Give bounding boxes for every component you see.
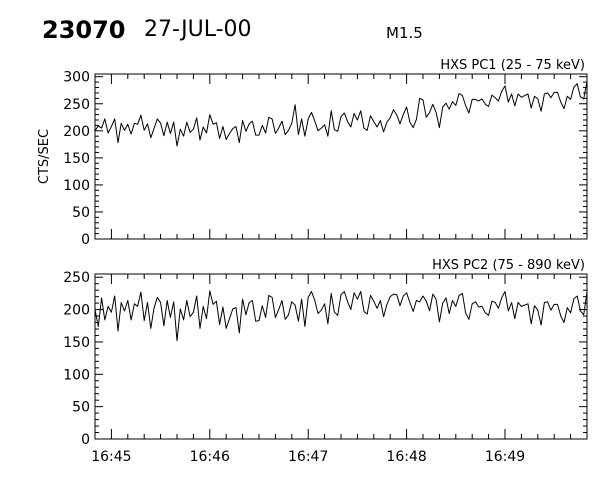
panel2-title: HXS PC2 (75 - 890 keV): [432, 258, 585, 273]
panel1-ytick-label: 200: [63, 124, 90, 140]
panel2-xtick-label: 16:47: [288, 449, 328, 465]
panel1-ytick-label: 50: [72, 205, 90, 221]
panel2-ytick-label: 200: [63, 303, 90, 319]
panel1-ytick-label: 0: [81, 232, 90, 248]
panel1-ytick-label: 250: [63, 97, 90, 113]
panel1-series-line: [94, 81, 588, 147]
panel1-ylabel: CTS/SEC: [37, 129, 52, 184]
panel1-ytick-label: 150: [63, 151, 90, 167]
panel1-ytick-label: 300: [63, 70, 90, 86]
event-id: 23070: [42, 16, 126, 44]
panel2-xtick-label: 16:48: [386, 449, 426, 465]
panel2-xtick-label: 16:45: [91, 449, 131, 465]
panel1-title: HXS PC1 (25 - 75 keV): [440, 58, 585, 73]
event-date: 27-JUL-00: [144, 17, 252, 42]
panel2-ytick-label: 100: [63, 367, 90, 383]
flare-class: M1.5: [386, 24, 423, 42]
panel1-ytick-label: 100: [63, 178, 90, 194]
panel2-xtick-label: 16:49: [485, 449, 525, 465]
panel2-ytick-label: 50: [72, 400, 90, 416]
panel2-xtick-label: 16:46: [190, 449, 230, 465]
panel2-ytick-label: 150: [63, 335, 90, 351]
panel2-series-line: [94, 290, 588, 342]
panel2-ytick-label: 0: [81, 432, 90, 448]
panel2-ytick-label: 250: [63, 270, 90, 286]
panel2-frame: [94, 273, 588, 440]
